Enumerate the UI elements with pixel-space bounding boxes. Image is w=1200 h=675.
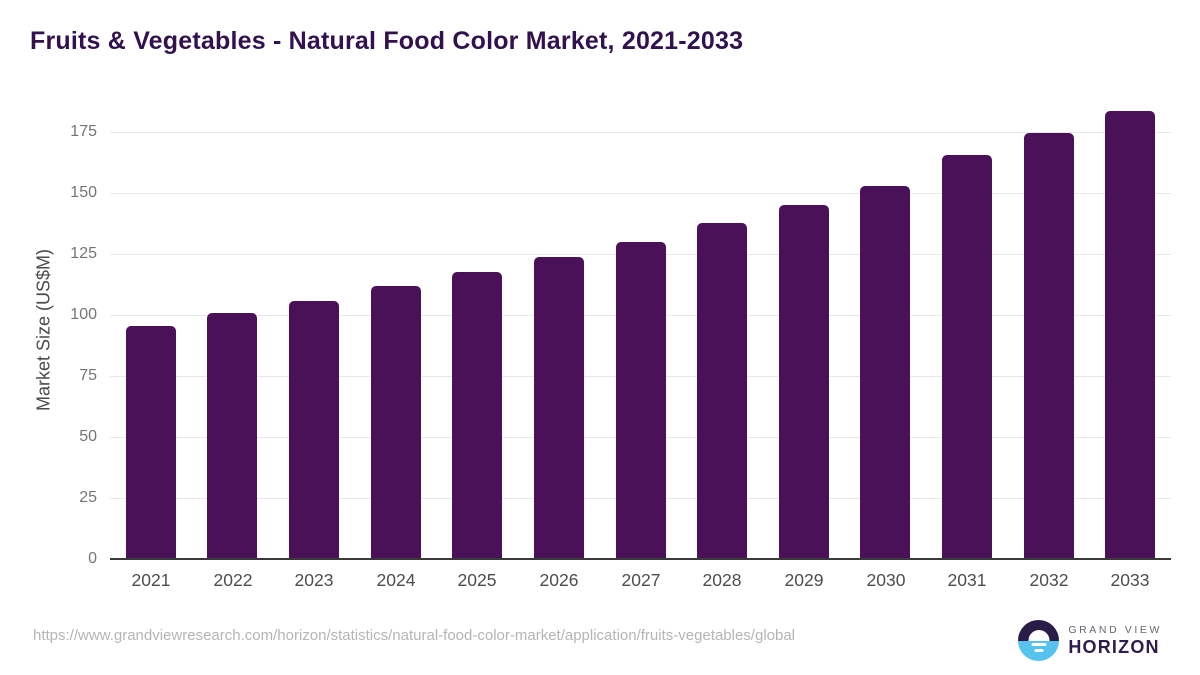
x-tick-2033: 2033 [1110, 570, 1150, 590]
bar-2023 [289, 301, 339, 559]
logo-reflection-line-2 [1034, 649, 1044, 652]
bar-2024 [371, 286, 421, 559]
bar-2031 [942, 155, 992, 559]
bar-2027 [616, 242, 666, 559]
x-tick-2031: 2031 [947, 570, 987, 590]
x-tick-2030: 2030 [866, 570, 906, 590]
x-tick-2028: 2028 [702, 570, 742, 590]
horizon-sun-icon [1018, 620, 1060, 661]
logo-text-grand-view: GRAND VIEW [1068, 623, 1162, 636]
bar-2022 [207, 313, 257, 559]
x-tick-2026: 2026 [539, 570, 579, 590]
bar-2032 [1024, 133, 1074, 559]
bar-2030 [860, 186, 910, 559]
y-tick-25: 25 [79, 489, 97, 506]
y-tick-100: 100 [70, 306, 97, 323]
logo-text-horizon: HORIZON [1068, 636, 1160, 657]
x-tick-2021: 2021 [131, 570, 171, 590]
bar-2021 [126, 326, 176, 559]
bar-2033 [1105, 111, 1155, 559]
brand-logo: GRAND VIEW HORIZON [1018, 620, 1162, 661]
x-tick-2027: 2027 [621, 570, 661, 590]
x-tick-2029: 2029 [784, 570, 824, 590]
y-tick-150: 150 [70, 184, 97, 201]
logo-sun-dome [1028, 629, 1050, 641]
gridline-175 [110, 132, 1171, 133]
logo-wordmark: GRAND VIEW HORIZON [1068, 624, 1162, 658]
bar-2028 [697, 223, 747, 559]
x-tick-2032: 2032 [1029, 570, 1069, 590]
y-tick-175: 175 [70, 123, 97, 140]
y-tick-75: 75 [79, 367, 97, 384]
bar-2025 [452, 272, 502, 559]
y-tick-125: 125 [70, 245, 97, 262]
chart-title: Fruits & Vegetables - Natural Food Color… [30, 27, 744, 55]
y-tick-50: 50 [79, 428, 97, 445]
x-tick-2022: 2022 [213, 570, 253, 590]
x-tick-2025: 2025 [457, 570, 497, 590]
x-tick-2023: 2023 [294, 570, 334, 590]
x-axis-line [110, 558, 1171, 560]
x-tick-2024: 2024 [376, 570, 416, 590]
y-axis-title: Market Size (US$M) [33, 248, 54, 412]
gridline-150 [110, 193, 1171, 194]
y-tick-0: 0 [88, 550, 97, 567]
bar-2026 [534, 257, 584, 559]
bar-2029 [779, 205, 829, 559]
logo-reflection-line-1 [1031, 643, 1047, 646]
source-url: https://www.grandviewresearch.com/horizo… [33, 627, 796, 644]
